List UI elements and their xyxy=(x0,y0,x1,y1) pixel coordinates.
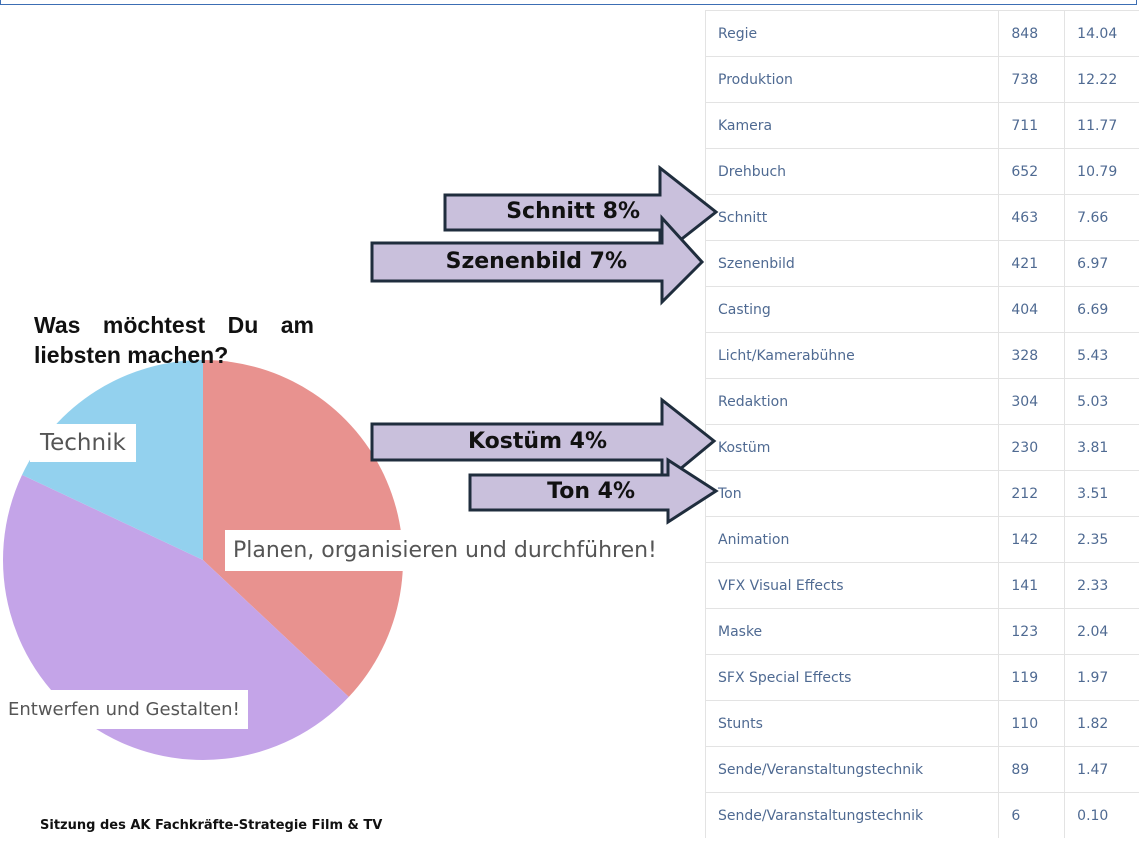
table-cell: 230 xyxy=(998,424,1065,471)
table-cell: Licht/Kamerabühne xyxy=(704,332,999,379)
table-cell: 110 xyxy=(998,700,1065,747)
table-cell: 2.04 xyxy=(1064,608,1139,655)
table-row: Casting 404 6.69 xyxy=(704,286,1139,333)
table-cell: 304 xyxy=(998,378,1065,425)
table-cell: 463 xyxy=(998,194,1065,241)
table-cell: 328 xyxy=(998,332,1065,379)
pie-slice xyxy=(2,474,349,760)
table-cell: Szenenbild xyxy=(704,240,999,287)
callout-label: Szenenbild 7% xyxy=(445,249,627,274)
table-row: Sende/Varanstaltungstechnik 6 0.10 xyxy=(704,792,1139,838)
table-cell: 7.66 xyxy=(1064,194,1139,241)
table-row: Stunts 110 1.82 xyxy=(704,700,1139,747)
table-row: Szenenbild 421 6.97 xyxy=(704,240,1139,287)
arrow xyxy=(370,396,717,488)
table-cell: 3.51 xyxy=(1064,470,1139,517)
table-row: Maske 123 2.04 xyxy=(704,608,1139,655)
table-row: Redaktion 304 5.03 xyxy=(704,378,1139,425)
table-cell: 6.97 xyxy=(1064,240,1139,287)
table-cell: 2.33 xyxy=(1064,562,1139,609)
table-cell: 12.22 xyxy=(1064,56,1139,103)
table-cell: Ton xyxy=(704,470,999,517)
table-cell: 89 xyxy=(998,746,1065,793)
table-row: SFX Special Effects 119 1.97 xyxy=(704,654,1139,701)
arrow xyxy=(370,214,705,306)
frame xyxy=(0,0,1137,5)
slice-label: Planen, organisieren und durchführen! xyxy=(225,530,665,571)
table-cell: 142 xyxy=(998,516,1065,563)
table-cell: 11.77 xyxy=(1064,102,1139,149)
table-cell: Maske xyxy=(704,608,999,655)
table-cell: 3.81 xyxy=(1064,424,1139,471)
table-cell: Regie xyxy=(704,10,999,57)
table-row: Sende/Veranstaltungstechnik 89 1.47 xyxy=(704,746,1139,793)
table-cell: 5.03 xyxy=(1064,378,1139,425)
chart-title: Was möchtest Du am liebsten machen? xyxy=(34,312,314,368)
table-cell: 848 xyxy=(998,10,1065,57)
table: Regie 848 14.04 Produktion 738 12.22 Kamera 711… xyxy=(704,10,1139,838)
table-row: Schnitt 463 7.66 xyxy=(704,194,1139,241)
table-cell: Redaktion xyxy=(704,378,999,425)
table-cell: 738 xyxy=(998,56,1065,103)
footer: Sitzung des AK Fachkräfte-Strategie Film… xyxy=(40,818,383,833)
table-cell: 141 xyxy=(998,562,1065,609)
table-cell: Animation xyxy=(704,516,999,563)
table-cell: Kostüm xyxy=(704,424,999,471)
table-cell: 1.97 xyxy=(1064,654,1139,701)
table-cell: 6 xyxy=(998,792,1065,838)
arrow xyxy=(468,457,719,525)
table-cell: Sende/Varanstaltungstechnik xyxy=(704,792,999,838)
table-row: Animation 142 2.35 xyxy=(704,516,1139,563)
table-cell: 652 xyxy=(998,148,1065,195)
arrow xyxy=(443,164,719,260)
table-cell: 119 xyxy=(998,654,1065,701)
table-row: Produktion 738 12.22 xyxy=(704,56,1139,103)
table-cell: Schnitt xyxy=(704,194,999,241)
table-row: Kamera 711 11.77 xyxy=(704,102,1139,149)
table-cell: 711 xyxy=(998,102,1065,149)
slice-label: Entwerfen und Gestalten! xyxy=(0,690,248,729)
table-cell: Drehbuch xyxy=(704,148,999,195)
table-cell: 14.04 xyxy=(1064,10,1139,57)
table-cell: 10.79 xyxy=(1064,148,1139,195)
table-row: VFX Visual Effects 141 2.33 xyxy=(704,562,1139,609)
table-row: Licht/Kamerabühne 328 5.43 xyxy=(704,332,1139,379)
table-row: Kostüm 230 3.81 xyxy=(704,424,1139,471)
table-cell: 6.69 xyxy=(1064,286,1139,333)
table-row: Drehbuch 652 10.79 xyxy=(704,148,1139,195)
table-cell: 1.47 xyxy=(1064,746,1139,793)
table-cell: 0.10 xyxy=(1064,792,1139,838)
slice-label: Technik xyxy=(30,424,136,462)
table-cell: 2.35 xyxy=(1064,516,1139,563)
table-cell: SFX Special Effects xyxy=(704,654,999,701)
table-cell: 404 xyxy=(998,286,1065,333)
table-cell: 212 xyxy=(998,470,1065,517)
table-cell: Kamera xyxy=(704,102,999,149)
callout-label: Schnitt 8% xyxy=(506,199,640,224)
table-cell: Casting xyxy=(704,286,999,333)
table-cell: Sende/Veranstaltungstechnik xyxy=(704,746,999,793)
table-cell: Produktion xyxy=(704,56,999,103)
table-cell: 1.82 xyxy=(1064,700,1139,747)
table-row: Ton 212 3.51 xyxy=(704,470,1139,517)
callout-label: Ton 4% xyxy=(547,479,635,504)
table-cell: 123 xyxy=(998,608,1065,655)
table-row: Regie 848 14.04 xyxy=(704,10,1139,57)
table-cell: VFX Visual Effects xyxy=(704,562,999,609)
table-cell: 5.43 xyxy=(1064,332,1139,379)
pie-slice xyxy=(203,359,404,697)
table-cell: 421 xyxy=(998,240,1065,287)
table-cell: Stunts xyxy=(704,700,999,747)
callout-label: Kostüm 4% xyxy=(468,429,607,454)
